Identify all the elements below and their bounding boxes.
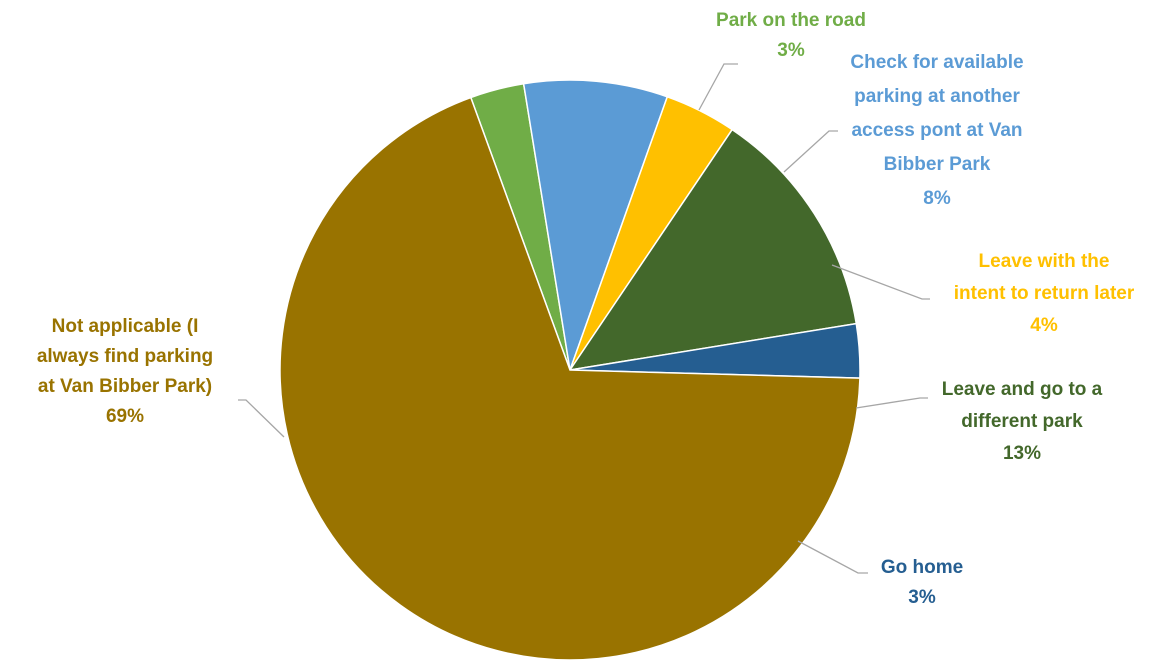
percent-label: 3% xyxy=(777,40,805,61)
category-label-line: Not applicable (I xyxy=(52,316,199,337)
pie-slice-not-applicable-i-always-find-parking-at-van-bibber-park xyxy=(279,96,861,661)
percent-label: 8% xyxy=(923,188,951,209)
category-label-line: access pont at Van xyxy=(851,120,1022,141)
category-label-line: Bibber Park xyxy=(884,154,991,175)
category-label-line: intent to return later xyxy=(954,283,1135,304)
pie-slice-leave-and-go-to-a-different-park xyxy=(568,128,858,372)
category-label-line: Check for available xyxy=(850,52,1023,73)
data-label-park-on-the-road: Park on the road 3% xyxy=(716,10,866,61)
category-label-line: Leave with the xyxy=(979,251,1110,272)
data-label-leave-with-the-intent-to-return-later: Leave with the intent to return later 4% xyxy=(954,251,1135,336)
leader-line-leave-and-go-to-a-different-park xyxy=(855,397,928,409)
leader-lines-group xyxy=(238,63,930,574)
category-label-line: at Van Bibber Park) xyxy=(38,376,212,397)
leader-line-check-for-available-parking-at-another-access-pont-at-van-bibber-park xyxy=(783,130,838,173)
slices-group xyxy=(279,79,861,661)
percent-label: 4% xyxy=(1030,315,1058,336)
percent-label: 13% xyxy=(1003,443,1041,464)
data-label-go-home: Go home 3% xyxy=(881,557,963,608)
category-label-line: parking at another xyxy=(854,86,1020,107)
leader-line-park-on-the-road xyxy=(698,63,738,111)
category-label-line: Leave and go to a xyxy=(942,379,1103,400)
category-label-line: always find parking xyxy=(37,346,213,367)
percent-label: 69% xyxy=(106,406,144,427)
percent-label: 3% xyxy=(908,587,936,608)
data-label-not-applicable-i-always-find-parking-at-van-bibber-park: Not applicable (I always find parking at V… xyxy=(37,316,213,427)
category-label-line: different park xyxy=(961,411,1083,432)
data-label-check-for-available-parking-at-another-access-pont-at-van-bibber-park: Check for available parking at another acc… xyxy=(850,52,1023,209)
leader-line-leave-with-the-intent-to-return-later xyxy=(831,264,930,300)
leader-line-go-home xyxy=(797,540,868,574)
category-label-line: Go home xyxy=(881,557,963,578)
category-label-line: Park on the road xyxy=(716,10,866,31)
data-label-leave-and-go-to-a-different-park: Leave and go to a different park 13% xyxy=(942,379,1103,464)
leader-line-not-applicable-i-always-find-parking-at-van-bibber-park xyxy=(238,399,285,438)
pie-slice-check-for-available-parking-at-another-access-pont-at-van-bibber-park xyxy=(522,79,669,371)
labels-group: Park on the road 3% Check for available par… xyxy=(37,10,1135,608)
